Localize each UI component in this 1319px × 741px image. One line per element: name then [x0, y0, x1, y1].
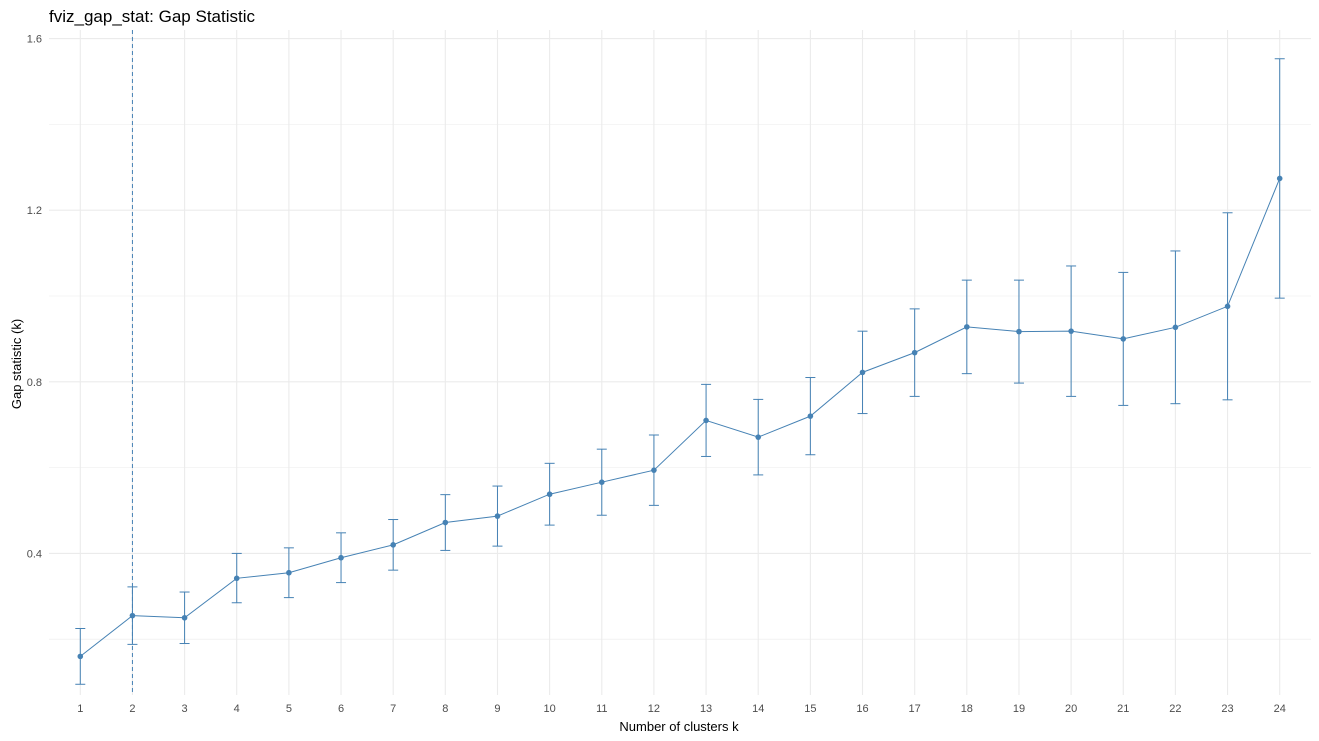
x-tick-label: 5	[286, 703, 292, 715]
data-point	[703, 417, 709, 424]
data-point	[1016, 328, 1022, 335]
data-point	[1224, 303, 1231, 310]
x-tick-label: 4	[234, 703, 240, 715]
x-tick-label: 11	[596, 703, 607, 715]
x-tick-label: 16	[856, 703, 868, 715]
data-point	[338, 554, 344, 561]
data-point	[442, 519, 449, 526]
x-tick-label: 15	[804, 703, 816, 715]
data-point	[1276, 175, 1283, 182]
x-tick-label: 13	[700, 703, 712, 715]
x-tick-label: 8	[442, 703, 448, 715]
x-tick-label: 6	[338, 703, 344, 715]
x-tick-label: 2	[129, 703, 135, 715]
x-tick-label: 22	[1169, 703, 1181, 715]
data-point	[651, 467, 657, 473]
x-tick-label: 14	[752, 703, 764, 715]
x-tick-label: 7	[390, 703, 396, 715]
y-tick-label: 0.4	[27, 548, 42, 560]
y-tick-label: 1.2	[27, 205, 42, 217]
major-gridlines	[49, 30, 1311, 695]
x-tick-label: 9	[494, 703, 500, 715]
data-point	[494, 513, 501, 519]
data-point	[911, 349, 918, 356]
data-point	[964, 324, 970, 330]
x-tick-label: 1	[77, 703, 83, 715]
data-point	[181, 614, 188, 621]
chart-title: fviz_gap_stat: Gap Statistic	[49, 7, 255, 26]
data-point	[390, 542, 396, 548]
x-tick-label: 3	[182, 703, 188, 715]
data-point	[1172, 324, 1179, 331]
x-tick-label: 18	[961, 703, 973, 715]
x-tick-label: 10	[544, 703, 556, 715]
x-tick-label: 19	[1013, 703, 1025, 715]
gap-line	[79, 178, 1281, 657]
data-point	[129, 612, 136, 619]
data-point	[859, 369, 866, 376]
data-point	[77, 653, 84, 660]
y-tick-label: 0.8	[27, 377, 42, 389]
minor-gridlines	[49, 124, 1311, 640]
data-point	[233, 575, 240, 582]
x-tick-label: 20	[1065, 703, 1077, 715]
data-point	[755, 434, 762, 440]
data-point	[598, 479, 605, 486]
x-tick-label: 17	[909, 703, 921, 715]
x-tick-label: 23	[1221, 703, 1233, 715]
data-point	[807, 413, 814, 419]
data-point	[546, 491, 553, 498]
x-axis-title: Number of clusters k	[619, 719, 739, 734]
data-point	[286, 569, 292, 576]
y-tick-labels: 0.4 0.8 1.2 1.6	[27, 34, 42, 561]
x-tick-label: 12	[648, 703, 660, 715]
x-tick-label: 21	[1117, 703, 1129, 715]
gap-series	[77, 175, 1283, 660]
data-point	[1120, 336, 1127, 342]
data-point	[1068, 328, 1074, 334]
y-axis-title: Gap statistic (k)	[9, 319, 24, 409]
error-bars	[75, 58, 1285, 685]
y-tick-label: 1.6	[27, 34, 42, 46]
x-tick-label: 24	[1274, 703, 1286, 715]
x-tick-labels: 1 2 3 4 5 6 7 8 9 10 11 12 13 14 15 16 17 18 19 20 21 22 23 24	[77, 703, 1286, 715]
